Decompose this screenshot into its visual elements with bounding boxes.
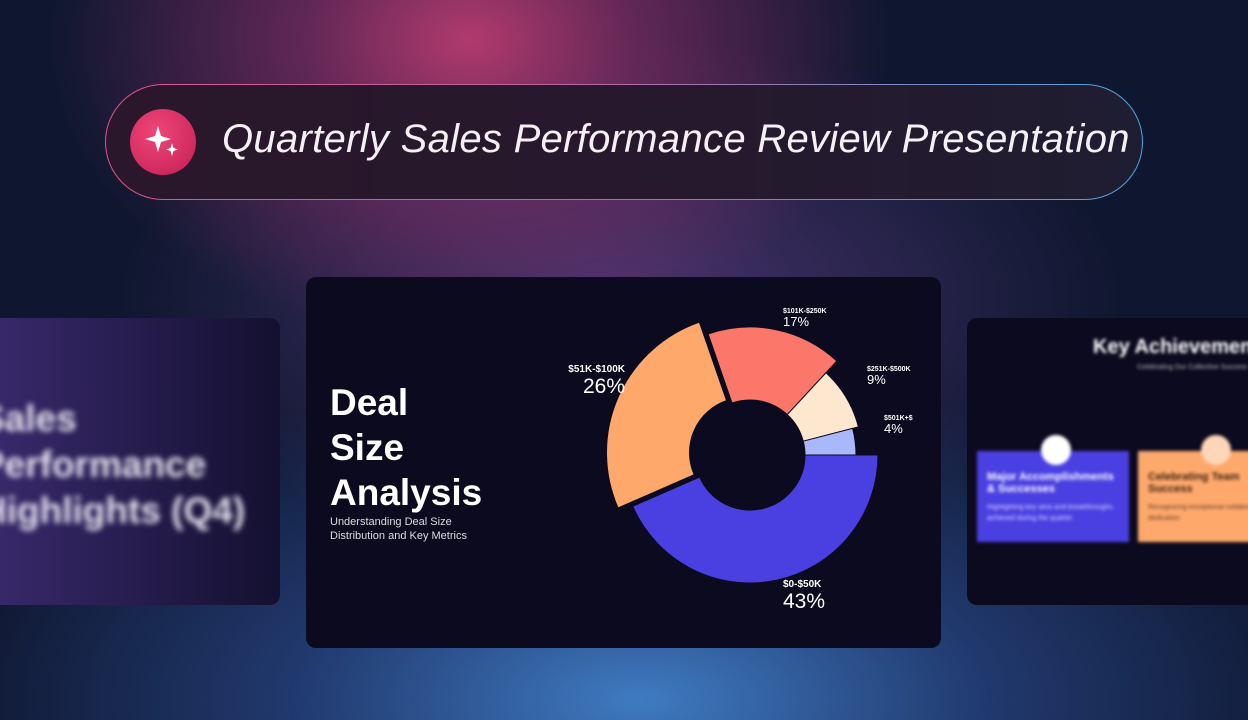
slice-category: $501K+$ [884, 415, 913, 422]
donut-slice [786, 372, 860, 442]
sparkle-icon [130, 109, 196, 175]
card-icon [1041, 435, 1071, 465]
slice-percent: 4% [884, 421, 903, 436]
donut-slice [802, 427, 857, 456]
slide-title: Deal Size Analysis [330, 380, 482, 515]
title-line: Analysis [330, 472, 483, 513]
slice-percent: 9% [867, 372, 886, 387]
prompt-text: Quarterly Sales Performance Review Prese… [222, 117, 1130, 161]
slice-percent: 43% [783, 590, 825, 613]
previous-title: Sales Performance Highlights (Q4) [0, 398, 246, 531]
slice-percent: 26% [583, 375, 625, 398]
card: Celebrating Team Success Recognizing exce… [1138, 451, 1248, 542]
card: Major Accomplishments & Successes Highlig… [977, 451, 1129, 542]
title-line: Deal [330, 382, 409, 423]
slide-subtitle: Understanding Deal Size Distribution and… [330, 515, 467, 543]
subtitle-line: Understanding Deal Size [330, 516, 452, 528]
slice-category: $51K-$100K [568, 364, 625, 375]
prompt-inner: Quarterly Sales Performance Review Prese… [106, 85, 1142, 199]
card-title: Celebrating Team Success [1148, 471, 1240, 495]
donut-slice [606, 321, 728, 509]
slice-category: $101K-$250K [783, 308, 827, 315]
card-title: Major Accomplishments & Successes [987, 471, 1114, 495]
current-slide[interactable]: Deal Size Analysis Understanding Deal Si… [306, 277, 941, 648]
slice-category: $251K-$500K [867, 366, 911, 373]
card-icon [1201, 435, 1231, 465]
next-slide[interactable]: Key Achievements Celebrating Our Collect… [967, 318, 1248, 605]
prompt-bar[interactable]: Quarterly Sales Performance Review Prese… [105, 84, 1143, 200]
previous-slide[interactable]: Sales Performance Highlights (Q4) [0, 318, 280, 605]
slice-category: $0-$50K [783, 579, 822, 590]
next-title: Key Achievements [1093, 336, 1248, 358]
next-subtitle: Celebrating Our Collective Success [1137, 364, 1248, 371]
sparkle [145, 126, 178, 156]
sparkle-svg [145, 126, 178, 156]
title-line: Size [330, 427, 405, 468]
donut-slice [632, 454, 879, 584]
card-text: Highlighting key wins and breakthroughs … [987, 504, 1113, 522]
subtitle-line: Distribution and Key Metrics [330, 530, 467, 542]
slice-percent: 17% [783, 314, 809, 329]
donut-slice [707, 326, 838, 416]
card-text: Recognizing exceptional collaboration an… [1148, 504, 1248, 522]
